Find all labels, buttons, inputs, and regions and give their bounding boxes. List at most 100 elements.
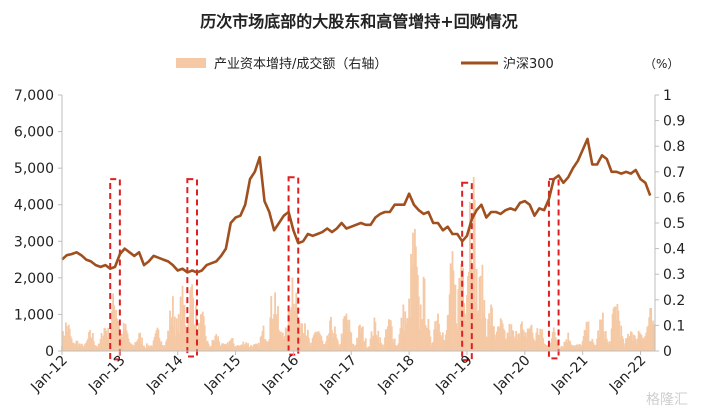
bar: [206, 340, 209, 351]
bar: [625, 338, 627, 351]
x-tick-label: Jan-22: [606, 353, 649, 396]
bar: [163, 345, 166, 351]
bar: [531, 332, 534, 351]
legend-bar-label: 产业资本增持/成交额（右轴）: [214, 56, 387, 72]
bar: [424, 325, 427, 351]
bar: [499, 318, 502, 351]
bar: [428, 329, 431, 351]
bar: [65, 326, 68, 351]
bar: [71, 342, 74, 351]
bar: [437, 313, 439, 351]
bar: [150, 345, 153, 351]
bar: [109, 333, 112, 351]
bar: [170, 325, 172, 351]
bar: [79, 345, 82, 351]
bar: [81, 344, 84, 351]
bar: [224, 343, 226, 351]
bar: [115, 309, 117, 351]
bar: [639, 333, 642, 351]
bar: [481, 264, 484, 351]
bar: [157, 329, 160, 351]
bar: [233, 346, 236, 351]
bar: [540, 331, 543, 351]
bar: [431, 342, 434, 351]
bar: [567, 332, 570, 351]
bar: [442, 339, 445, 351]
bar: [445, 329, 448, 351]
bar: [629, 331, 632, 351]
bar: [562, 347, 565, 351]
bar: [82, 347, 85, 351]
bar: [259, 337, 262, 351]
bar: [258, 346, 261, 351]
bar: [105, 330, 108, 351]
left-axis-ticks: 0 1,000 2,000 3,000 4,000 5,000 6,000 7,000: [14, 88, 62, 360]
bar: [302, 332, 304, 351]
bar: [648, 317, 651, 351]
bar: [136, 340, 139, 351]
bar: [535, 332, 538, 351]
bar: [530, 324, 533, 351]
right-tick-label: 0.2: [663, 293, 685, 309]
bar: [294, 303, 297, 351]
bar: [103, 328, 106, 351]
bar: [336, 340, 339, 351]
bar: [251, 346, 253, 351]
right-axis-unit: （%）: [644, 57, 679, 71]
watermark-logo: 格隆汇: [646, 392, 688, 408]
bar: [498, 327, 501, 351]
bar: [309, 346, 312, 351]
bar: [155, 330, 158, 351]
bar: [121, 337, 124, 351]
right-tick-label: 0.5: [663, 216, 685, 232]
bar: [379, 337, 382, 351]
bar: [235, 347, 238, 351]
bar: [218, 341, 221, 351]
bar: [541, 329, 544, 351]
bar: [457, 289, 460, 351]
bar: [63, 335, 66, 351]
bar: [627, 333, 629, 351]
bar: [305, 335, 307, 351]
bar: [348, 319, 351, 351]
bar: [187, 316, 190, 351]
bar: [380, 343, 383, 351]
bar: [653, 324, 655, 351]
bar: [270, 296, 273, 351]
bar: [409, 317, 411, 351]
bar: [228, 340, 231, 351]
bar: [433, 329, 436, 351]
bar: [87, 338, 89, 351]
bar: [354, 345, 357, 351]
bar: [266, 342, 269, 351]
bar: [650, 308, 653, 351]
bar: [349, 331, 352, 351]
x-tick-label: Jan-14: [143, 352, 187, 396]
bar: [318, 332, 321, 351]
bar: [361, 326, 364, 351]
bar: [328, 333, 330, 351]
bar: [480, 318, 483, 351]
bar: [280, 334, 283, 351]
bar: [120, 333, 123, 351]
bar: [605, 338, 608, 351]
bar: [267, 341, 270, 351]
bar: [327, 337, 330, 351]
bar: [181, 285, 184, 351]
bar: [279, 331, 282, 351]
left-tick-label: 3,000: [14, 234, 54, 250]
bar: [554, 337, 557, 351]
bar: [255, 343, 258, 351]
bar: [580, 347, 583, 351]
bar: [637, 330, 640, 351]
bar: [615, 319, 618, 351]
bar: [643, 339, 646, 351]
bar: [444, 334, 447, 351]
bar: [341, 339, 344, 351]
right-tick-label: 1: [663, 88, 672, 104]
bar: [192, 297, 195, 351]
bar: [507, 335, 510, 351]
bar: [273, 314, 276, 351]
bar: [418, 329, 421, 351]
bar: [70, 338, 73, 351]
